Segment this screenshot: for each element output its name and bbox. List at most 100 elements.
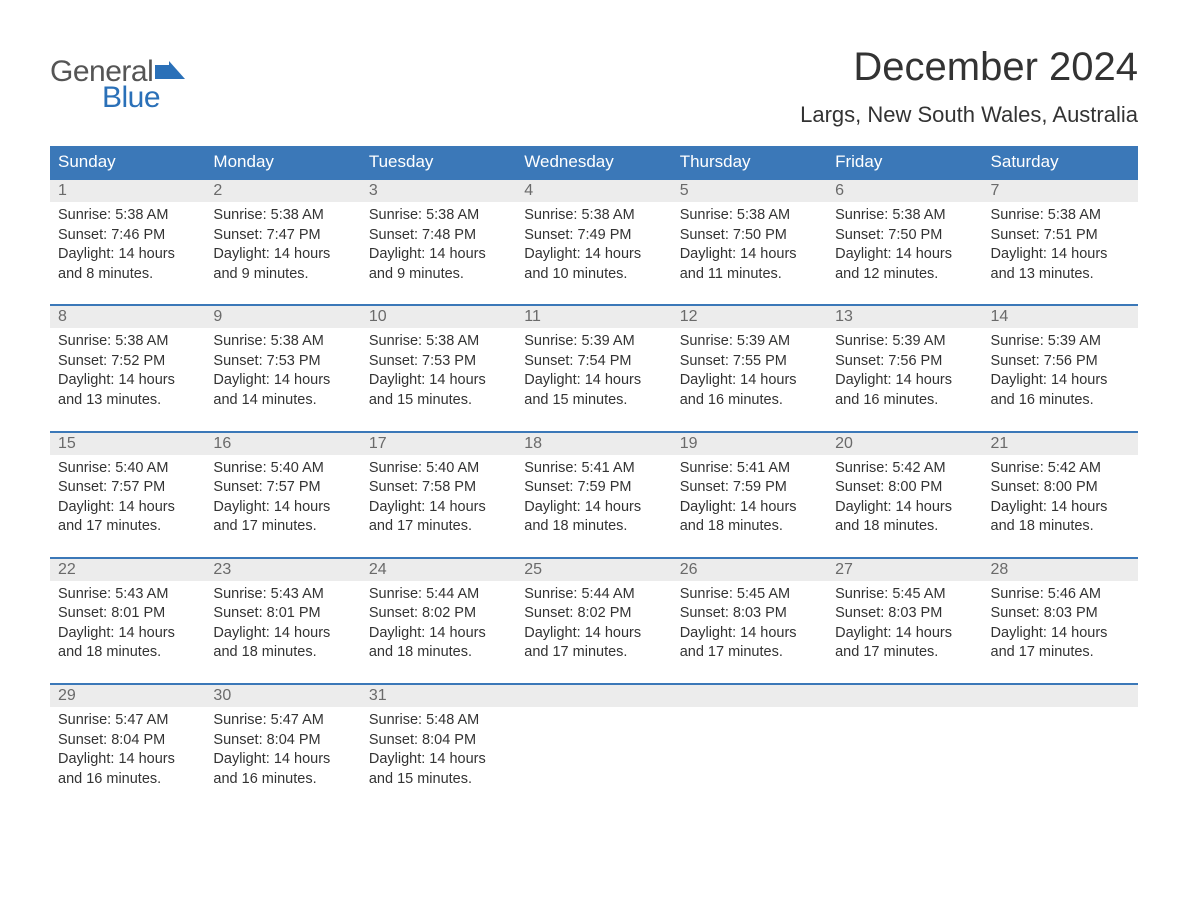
calendar-day: 20 Sunrise: 5:42 AMSunset: 8:00 PMDayligh… [827,433,982,543]
day-number: 14 [983,306,1138,328]
sunrise-line: Sunrise: 5:38 AM [835,206,974,226]
sunrise-line: Sunrise: 5:46 AM [991,585,1130,605]
day-number-empty [672,685,827,707]
calendar-day: 14 Sunrise: 5:39 AMSunset: 7:56 PMDayligh… [983,306,1138,416]
daylight-line: Daylight: 14 hours and 18 minutes. [524,498,663,537]
calendar-day: 19Sunrise: 5:41 AMSunset: 7:59 PMDayligh… [672,433,827,543]
daylight-line: Daylight: 14 hours and 17 minutes. [680,624,819,663]
day-body: Sunrise: 5:38 AMSunset: 7:49 PMDaylight:… [516,202,671,290]
sunset-line: Sunset: 8:04 PM [369,731,508,751]
daylight-line: Daylight: 14 hours and 16 minutes. [991,371,1130,410]
day-number: 8 [50,306,205,328]
calendar-day: 26Sunrise: 5:45 AMSunset: 8:03 PMDayligh… [672,559,827,669]
calendar-day: 1Sunrise: 5:38 AMSunset: 7:46 PMDaylight… [50,180,205,290]
day-number: 6 [827,180,982,202]
sunrise-line: Sunrise: 5:38 AM [213,332,352,352]
sunrise-line: Sunrise: 5:47 AM [58,711,197,731]
day-body: Sunrise: 5:42 AMSunset: 8:00 PMDaylight:… [983,455,1138,543]
calendar-week: 22Sunrise: 5:43 AMSunset: 8:01 PMDayligh… [50,557,1138,669]
dow-tuesday: Tuesday [361,146,516,178]
sunset-line: Sunset: 7:52 PM [58,352,197,372]
daylight-line: Daylight: 14 hours and 8 minutes. [58,245,197,284]
day-number: 25 [516,559,671,581]
logo-word-blue: Blue [102,81,187,115]
calendar-day: 12Sunrise: 5:39 AMSunset: 7:55 PMDayligh… [672,306,827,416]
calendar-day: 9Sunrise: 5:38 AMSunset: 7:53 PMDaylight… [205,306,360,416]
day-number: 20 [827,433,982,455]
calendar-day: 2Sunrise: 5:38 AMSunset: 7:47 PMDaylight… [205,180,360,290]
calendar-day: 25Sunrise: 5:44 AMSunset: 8:02 PMDayligh… [516,559,671,669]
sunset-line: Sunset: 7:46 PM [58,226,197,246]
day-body: Sunrise: 5:38 AMSunset: 7:52 PMDaylight:… [50,328,205,416]
sunrise-line: Sunrise: 5:48 AM [369,711,508,731]
day-number: 13 [827,306,982,328]
sunrise-line: Sunrise: 5:41 AM [524,459,663,479]
day-body: Sunrise: 5:46 AMSunset: 8:03 PMDaylight:… [983,581,1138,669]
calendar-day: 17Sunrise: 5:40 AMSunset: 7:58 PMDayligh… [361,433,516,543]
daylight-line: Daylight: 14 hours and 17 minutes. [369,498,508,537]
daylight-line: Daylight: 14 hours and 16 minutes. [58,750,197,789]
sunrise-line: Sunrise: 5:43 AM [213,585,352,605]
day-body: Sunrise: 5:38 AMSunset: 7:50 PMDaylight:… [672,202,827,290]
day-body: Sunrise: 5:41 AMSunset: 7:59 PMDaylight:… [516,455,671,543]
sunset-line: Sunset: 8:03 PM [835,604,974,624]
daylight-line: Daylight: 14 hours and 15 minutes. [524,371,663,410]
day-body: Sunrise: 5:41 AMSunset: 7:59 PMDaylight:… [672,455,827,543]
day-number: 7 [983,180,1138,202]
sunset-line: Sunset: 7:53 PM [369,352,508,372]
day-body: Sunrise: 5:43 AMSunset: 8:01 PMDaylight:… [50,581,205,669]
calendar-day: 31 Sunrise: 5:48 AMSunset: 8:04 PMDayligh… [361,685,516,795]
sunset-line: Sunset: 8:01 PM [213,604,352,624]
calendar-day: 28Sunrise: 5:46 AMSunset: 8:03 PMDayligh… [983,559,1138,669]
day-body: Sunrise: 5:39 AMSunset: 7:55 PMDaylight:… [672,328,827,416]
sunset-line: Sunset: 8:04 PM [213,731,352,751]
day-number: 19 [672,433,827,455]
daylight-line: Daylight: 14 hours and 11 minutes. [680,245,819,284]
daylight-line: Daylight: 14 hours and 9 minutes. [213,245,352,284]
brand-logo: General Blue [50,55,187,115]
day-body: Sunrise: 5:45 AMSunset: 8:03 PMDaylight:… [672,581,827,669]
calendar-day: 18Sunrise: 5:41 AMSunset: 7:59 PMDayligh… [516,433,671,543]
day-body: Sunrise: 5:38 AMSunset: 7:51 PMDaylight:… [983,202,1138,290]
daylight-line: Daylight: 14 hours and 18 minutes. [835,498,974,537]
sunset-line: Sunset: 7:59 PM [524,478,663,498]
day-number: 22 [50,559,205,581]
dow-thursday: Thursday [672,146,827,178]
day-body: Sunrise: 5:39 AMSunset: 7:54 PMDaylight:… [516,328,671,416]
sunset-line: Sunset: 7:56 PM [991,352,1130,372]
sunrise-line: Sunrise: 5:42 AM [835,459,974,479]
day-number: 23 [205,559,360,581]
calendar-day: 21Sunrise: 5:42 AMSunset: 8:00 PMDayligh… [983,433,1138,543]
calendar-day: 6Sunrise: 5:38 AMSunset: 7:50 PMDaylight… [827,180,982,290]
daylight-line: Daylight: 14 hours and 15 minutes. [369,371,508,410]
day-number: 29 [50,685,205,707]
sunrise-line: Sunrise: 5:39 AM [991,332,1130,352]
day-number: 12 [672,306,827,328]
day-body: Sunrise: 5:38 AMSunset: 7:53 PMDaylight:… [361,328,516,416]
daylight-line: Daylight: 14 hours and 17 minutes. [58,498,197,537]
calendar-day [983,685,1138,795]
day-number: 9 [205,306,360,328]
day-number-empty [516,685,671,707]
sunset-line: Sunset: 7:49 PM [524,226,663,246]
sunset-line: Sunset: 8:03 PM [680,604,819,624]
day-body: Sunrise: 5:40 AMSunset: 7:57 PMDaylight:… [50,455,205,543]
daylight-line: Daylight: 14 hours and 17 minutes. [213,498,352,537]
daylight-line: Daylight: 14 hours and 15 minutes. [369,750,508,789]
day-body: Sunrise: 5:47 AMSunset: 8:04 PMDaylight:… [205,707,360,795]
sunset-line: Sunset: 7:55 PM [680,352,819,372]
day-body: Sunrise: 5:43 AMSunset: 8:01 PMDaylight:… [205,581,360,669]
sunrise-line: Sunrise: 5:39 AM [524,332,663,352]
calendar-day: 8Sunrise: 5:38 AMSunset: 7:52 PMDaylight… [50,306,205,416]
day-body: Sunrise: 5:44 AMSunset: 8:02 PMDaylight:… [361,581,516,669]
day-number-empty [983,685,1138,707]
calendar-week: 8Sunrise: 5:38 AMSunset: 7:52 PMDaylight… [50,304,1138,416]
sunrise-line: Sunrise: 5:41 AM [680,459,819,479]
calendar-day: 30Sunrise: 5:47 AMSunset: 8:04 PMDayligh… [205,685,360,795]
sunset-line: Sunset: 8:00 PM [835,478,974,498]
sunrise-line: Sunrise: 5:40 AM [58,459,197,479]
calendar-day: 15Sunrise: 5:40 AMSunset: 7:57 PMDayligh… [50,433,205,543]
calendar-day: 23Sunrise: 5:43 AMSunset: 8:01 PMDayligh… [205,559,360,669]
day-number: 31 [361,685,516,707]
daylight-line: Daylight: 14 hours and 12 minutes. [835,245,974,284]
